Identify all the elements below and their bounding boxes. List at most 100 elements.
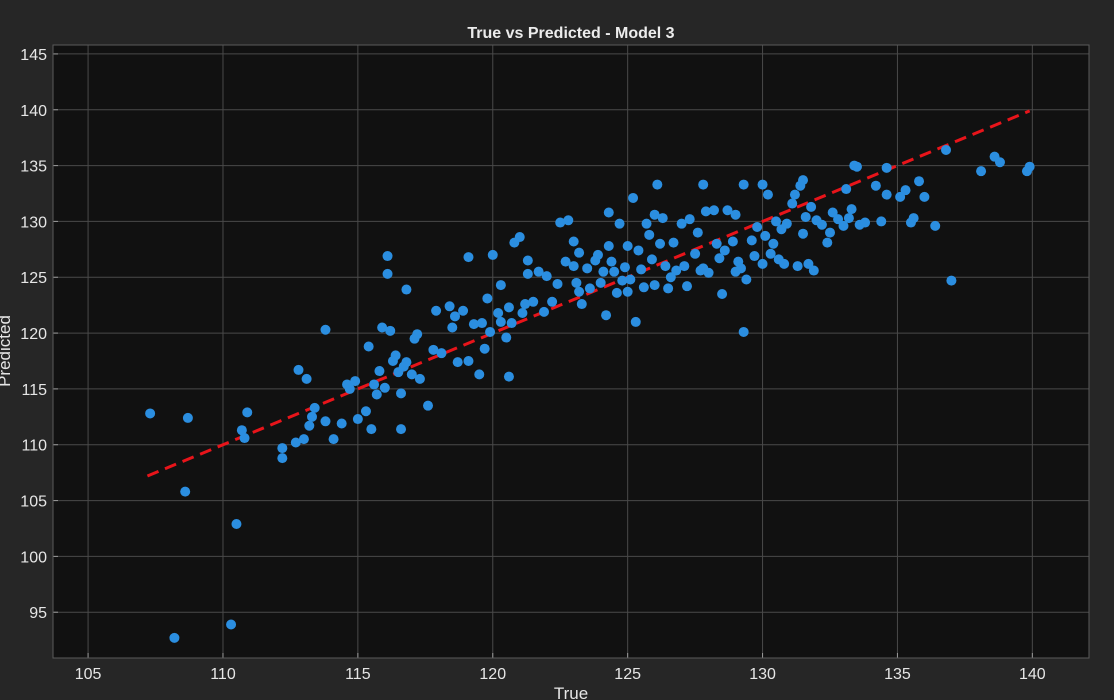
data-point bbox=[625, 274, 636, 285]
data-point bbox=[307, 411, 317, 422]
data-point bbox=[779, 258, 790, 269]
data-point bbox=[555, 217, 566, 228]
data-point bbox=[789, 189, 800, 200]
data-point bbox=[644, 229, 655, 240]
data-point bbox=[336, 418, 347, 429]
data-point bbox=[611, 287, 622, 298]
data-point bbox=[320, 416, 331, 427]
data-point bbox=[485, 326, 496, 337]
data-point bbox=[503, 371, 514, 382]
data-point bbox=[293, 364, 304, 375]
data-point bbox=[298, 434, 309, 445]
data-point bbox=[242, 407, 253, 418]
data-point bbox=[401, 284, 412, 295]
data-point bbox=[236, 425, 247, 436]
x-tick-label: 135 bbox=[884, 666, 911, 683]
data-point bbox=[646, 254, 657, 265]
points-layer bbox=[145, 144, 1035, 643]
data-point bbox=[749, 251, 760, 262]
data-point bbox=[366, 424, 377, 435]
data-point bbox=[595, 277, 606, 288]
data-point bbox=[304, 420, 315, 431]
data-point bbox=[711, 238, 722, 249]
data-point bbox=[609, 266, 620, 277]
data-point bbox=[719, 245, 730, 256]
data-point bbox=[730, 209, 741, 220]
data-point bbox=[735, 263, 746, 274]
data-point bbox=[582, 263, 593, 274]
data-point bbox=[708, 205, 719, 216]
data-point bbox=[463, 252, 474, 263]
data-point bbox=[738, 326, 749, 337]
data-point bbox=[574, 247, 585, 258]
data-point bbox=[495, 316, 506, 327]
data-point bbox=[833, 214, 844, 225]
data-point bbox=[806, 201, 817, 212]
data-point bbox=[803, 258, 814, 269]
data-point bbox=[479, 343, 490, 354]
data-point bbox=[182, 412, 193, 423]
data-point bbox=[145, 408, 156, 419]
y-tick-label: 115 bbox=[21, 382, 47, 399]
data-point bbox=[382, 268, 393, 279]
x-tick-label: 140 bbox=[1019, 666, 1046, 683]
data-point bbox=[506, 318, 517, 329]
x-tick-label: 105 bbox=[75, 666, 102, 683]
data-point bbox=[606, 256, 617, 267]
data-point bbox=[900, 185, 911, 196]
data-point bbox=[563, 215, 574, 226]
data-point bbox=[663, 283, 674, 294]
data-point bbox=[444, 301, 455, 312]
data-point bbox=[385, 325, 396, 336]
data-point bbox=[396, 388, 407, 399]
x-tick-label: 125 bbox=[614, 666, 641, 683]
data-point bbox=[762, 189, 773, 200]
data-point bbox=[752, 222, 763, 233]
data-point bbox=[360, 406, 371, 417]
data-point bbox=[792, 261, 803, 272]
data-point bbox=[816, 219, 827, 230]
data-point bbox=[452, 357, 463, 368]
data-point bbox=[617, 275, 628, 286]
data-point bbox=[682, 281, 693, 292]
y-tick-label: 120 bbox=[20, 326, 47, 343]
data-point bbox=[765, 248, 776, 259]
data-point bbox=[798, 175, 809, 186]
data-point bbox=[412, 329, 423, 340]
data-point bbox=[628, 192, 639, 203]
x-axis-label: True bbox=[554, 684, 588, 700]
data-point bbox=[447, 322, 458, 333]
data-point bbox=[522, 255, 533, 266]
data-point bbox=[841, 184, 852, 195]
data-point bbox=[738, 179, 749, 190]
data-point bbox=[760, 230, 771, 241]
data-point bbox=[684, 214, 695, 225]
y-tick-label: 110 bbox=[21, 438, 47, 455]
data-point bbox=[630, 316, 641, 327]
data-point bbox=[514, 232, 525, 243]
data-point bbox=[655, 238, 666, 249]
data-point bbox=[665, 272, 676, 283]
y-tick-label: 95 bbox=[29, 605, 47, 622]
data-point bbox=[320, 324, 331, 335]
data-point bbox=[657, 213, 668, 224]
data-point bbox=[482, 293, 493, 304]
data-point bbox=[649, 209, 660, 220]
data-point bbox=[568, 261, 579, 272]
reference-line bbox=[146, 109, 1031, 478]
data-point bbox=[827, 207, 838, 218]
data-point bbox=[941, 144, 952, 155]
data-point bbox=[876, 216, 887, 227]
data-point bbox=[619, 262, 630, 273]
data-point bbox=[919, 191, 930, 202]
data-point bbox=[768, 238, 779, 249]
data-point bbox=[406, 369, 417, 380]
data-point bbox=[517, 307, 528, 318]
data-point bbox=[671, 265, 682, 276]
data-point bbox=[846, 204, 857, 215]
data-point bbox=[603, 207, 614, 218]
data-point bbox=[382, 251, 393, 262]
data-point bbox=[396, 424, 407, 435]
data-point bbox=[641, 218, 652, 229]
data-point bbox=[741, 274, 752, 285]
